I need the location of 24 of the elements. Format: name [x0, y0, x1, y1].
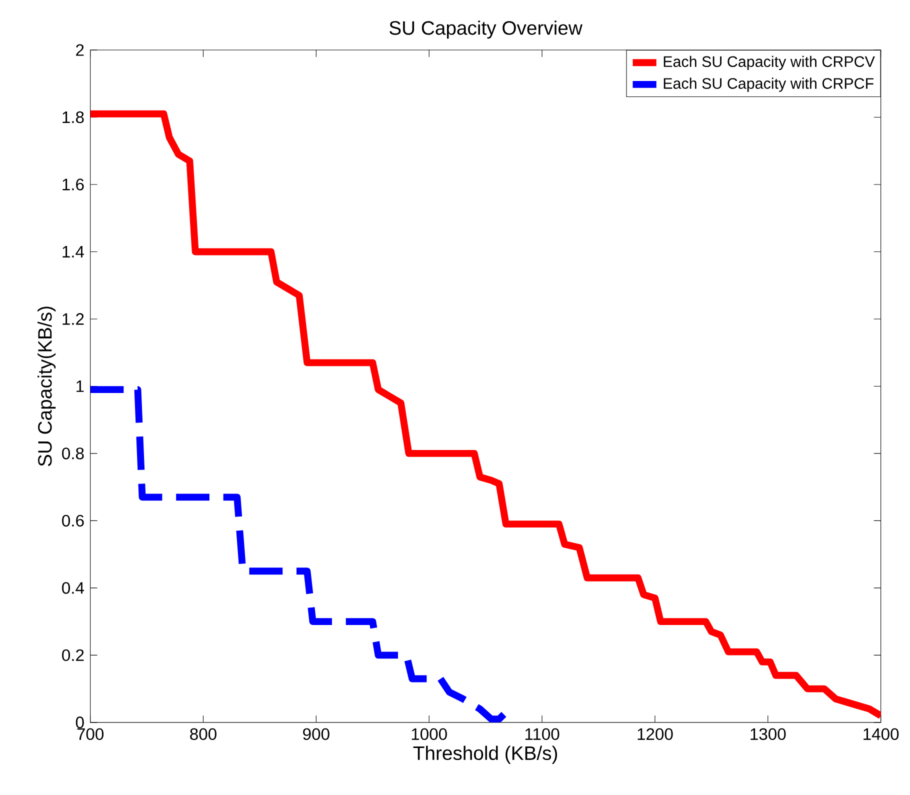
y-tick-label: 0.8: [62, 448, 84, 460]
x-tick-label: 1300: [750, 728, 786, 740]
y-tick-label: 0.2: [62, 649, 84, 662]
y-axis-title: SU Capacity(KB/s): [38, 306, 56, 466]
y-tick-label: 1.8: [62, 112, 84, 124]
x-tick-label: 1200: [638, 728, 673, 740]
x-tick-label: 700: [77, 728, 104, 740]
y-tick-label: 0.4: [62, 582, 84, 594]
y-tick-label: 2: [76, 44, 84, 56]
x-tick-label: 1100: [525, 728, 560, 740]
y-tick-label: 1.4: [62, 246, 84, 258]
y-tick-label: 1: [76, 380, 84, 392]
y-tick-label: 0: [76, 716, 84, 728]
x-tick-label: 1400: [864, 728, 899, 740]
y-tick-label: 1.2: [62, 313, 84, 325]
y-tick-label: 1.6: [62, 178, 84, 191]
x-tick-label: 800: [190, 728, 216, 740]
x-tick-label: 900: [303, 728, 330, 740]
legend-label: Each SU Capacity with CRPCF: [664, 78, 874, 92]
x-axis-title: Threshold (KB/s): [413, 746, 558, 764]
chart-title: SU Capacity Overview: [390, 20, 582, 39]
y-tick-label: 0.6: [62, 514, 84, 527]
x-tick-label: 1000: [412, 728, 447, 740]
legend-label: Each SU Capacity with CRPCV: [664, 56, 875, 70]
